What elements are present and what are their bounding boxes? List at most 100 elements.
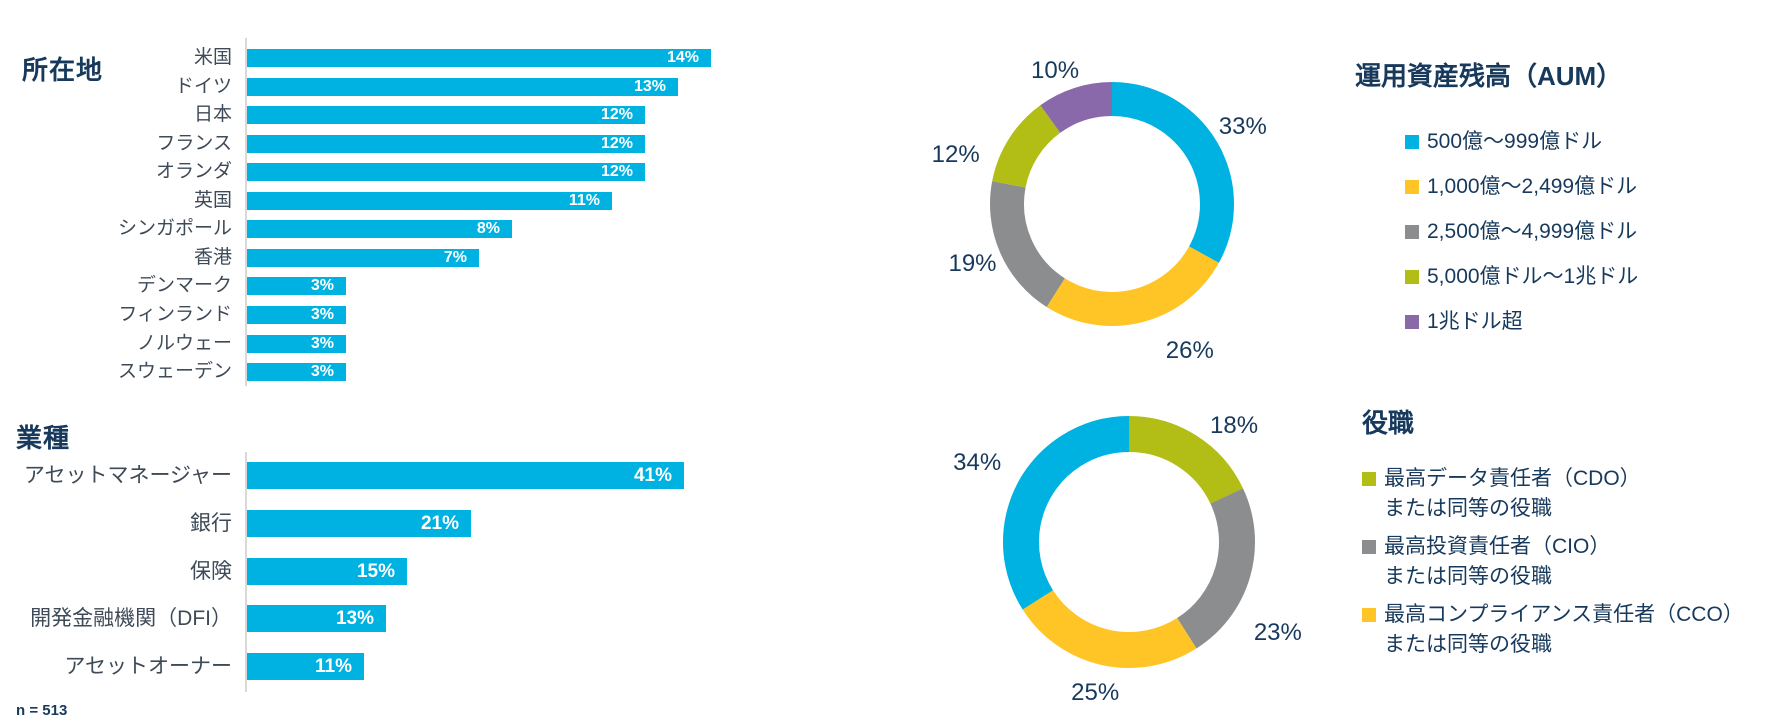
donut-segment <box>990 81 1234 326</box>
legend-swatch <box>1405 225 1419 239</box>
bar-category-label: アセットマネージャー <box>23 464 232 487</box>
location-chart-title: 所在地 <box>22 55 104 85</box>
bar-category-label: スウェーデン <box>117 361 232 383</box>
donut-segment <box>1003 416 1255 668</box>
bar-value-label: 12% <box>600 163 633 181</box>
aum-donut-ring <box>980 72 1244 336</box>
legend-swatch <box>1362 608 1376 622</box>
aum-legend: 運用資産残高（AUM） 500億〜999億ドル 1,000億〜2,499億ドル 2,… <box>1355 56 1638 354</box>
aum-legend-title: 運用資産残高（AUM） <box>1355 61 1623 91</box>
donut-percent-label: 25% <box>1071 679 1120 707</box>
bar: 8% <box>247 220 512 239</box>
category-axis-line <box>245 452 247 692</box>
bar-category-label: 保険 <box>190 559 232 583</box>
legend-label: 最高コンプライアンス責任者（CCO） または同等の役職 <box>1384 603 1744 656</box>
donut-segment <box>990 81 1234 326</box>
legend-item: 最高コンプライアンス責任者（CCO） または同等の役職 <box>1362 600 1744 660</box>
bar-category-label: 開発金融機関（DFI） <box>30 607 232 631</box>
legend-item: 最高データ責任者（CDO） または同等の役職 <box>1362 464 1744 524</box>
bar-category-label: シンガポール <box>117 218 232 240</box>
bar: 13% <box>247 77 678 96</box>
bar: 12% <box>247 106 645 125</box>
legend-item: 最高投資責任者（CIO） または同等の役職 <box>1362 532 1744 592</box>
legend-label: 2,500億〜4,999億ドル <box>1427 220 1638 243</box>
legend-swatch <box>1362 540 1376 554</box>
bar: 15% <box>247 557 407 585</box>
bar-value-label: 13% <box>335 608 374 630</box>
bar-category-label: ノルウェー <box>136 332 232 354</box>
role-donut-ring-svg <box>1003 416 1255 668</box>
bar-category-label: 米国 <box>193 47 232 68</box>
donut-percent-label: 19% <box>948 250 997 278</box>
bar: 14% <box>247 49 711 67</box>
bar-value-label: 3% <box>310 363 334 381</box>
legend-swatch <box>1405 270 1419 284</box>
bar-category-label: 英国 <box>193 189 232 211</box>
legend-label: 最高投資責任者（CIO） または同等の役職 <box>1384 535 1611 588</box>
bar-category-label: 香港 <box>193 246 232 268</box>
bar-value-label: 13% <box>633 77 666 95</box>
bar: 12% <box>247 134 645 153</box>
bar-value-label: 12% <box>600 134 633 152</box>
bar-value-label: 3% <box>310 305 334 323</box>
legend-label: 5,000億ドル〜1兆ドル <box>1427 265 1639 288</box>
legend-label: 500億〜999億ドル <box>1427 130 1603 153</box>
donut-segment <box>1003 416 1255 668</box>
legend-item: 1,000億〜2,499億ドル <box>1405 174 1638 200</box>
donut-percent-label: 10% <box>1030 57 1080 85</box>
bar-value-label: 12% <box>600 106 633 124</box>
donut-percent-label: 33% <box>1218 112 1267 140</box>
legend-item: 500億〜999億ドル <box>1405 129 1638 155</box>
legend-swatch <box>1405 315 1419 329</box>
bar-value-label: 11% <box>568 191 600 209</box>
aum-donut-ring-svg <box>990 81 1234 326</box>
bar: 21% <box>247 509 471 537</box>
legend-item: 5,000億ドル〜1兆ドル <box>1405 264 1638 290</box>
donut-segment <box>990 82 1234 326</box>
legend-label: 最高データ責任者（CDO） または同等の役職 <box>1384 467 1641 520</box>
legend-item: 2,500億〜4,999億ドル <box>1405 219 1638 245</box>
legend-swatch <box>1405 135 1419 149</box>
donut-percent-label: 12% <box>931 140 980 168</box>
bar-value-label: 3% <box>310 277 334 295</box>
bar-category-label: オランダ <box>155 161 232 183</box>
legend-item: 1兆ドル超 <box>1405 309 1638 335</box>
bar-category-label: デンマーク <box>136 275 232 297</box>
bar-category-label: フランス <box>156 132 232 154</box>
category-axis-line <box>245 38 247 386</box>
bar: 13% <box>247 605 386 633</box>
donut-percent-label: 26% <box>1165 337 1214 365</box>
bar-category-label: アセットオーナー <box>64 655 232 679</box>
bar: 3% <box>247 334 346 353</box>
role-donut-ring <box>993 406 1265 678</box>
bar: 11% <box>247 191 612 210</box>
role-legend: 役職 最高データ責任者（CDO） または同等の役職 最高投資責任者（CIO） または同… <box>1362 403 1744 668</box>
industry-chart-title: 業種 <box>16 423 71 453</box>
bar: 3% <box>247 363 346 382</box>
bar-category-label: 銀行 <box>190 511 232 535</box>
bar: 12% <box>247 163 645 182</box>
aum-legend-items: 500億〜999億ドル 1,000億〜2,499億ドル 2,500億〜4,999億ド… <box>1405 129 1638 335</box>
legend-swatch <box>1405 180 1419 194</box>
bar-value-label: 14% <box>666 49 699 66</box>
donut-percent-label: 23% <box>1253 619 1302 647</box>
role-legend-title: 役職 <box>1362 408 1415 438</box>
bar: 11% <box>247 653 364 681</box>
bar: 3% <box>247 277 346 296</box>
bar-value-label: 3% <box>310 334 334 352</box>
bar-value-label: 21% <box>420 512 459 534</box>
bar-category-label: ドイツ <box>174 75 232 97</box>
bar-value-label: 15% <box>356 560 395 582</box>
bar-category-label: 日本 <box>193 104 232 126</box>
bar: 3% <box>247 305 346 324</box>
donut-percent-label: 34% <box>953 449 1002 477</box>
bar: 41% <box>247 462 684 489</box>
bar-category-label: フィンランド <box>118 303 232 325</box>
bar-value-label: 8% <box>476 220 500 238</box>
bar-value-label: 7% <box>443 248 467 266</box>
bar-value-label: 11% <box>315 656 352 678</box>
role-legend-items: 最高データ責任者（CDO） または同等の役職 最高投資責任者（CIO） または同等の役… <box>1362 464 1744 660</box>
bar: 7% <box>247 248 479 267</box>
sample-size-note: n = 513 <box>16 702 68 719</box>
